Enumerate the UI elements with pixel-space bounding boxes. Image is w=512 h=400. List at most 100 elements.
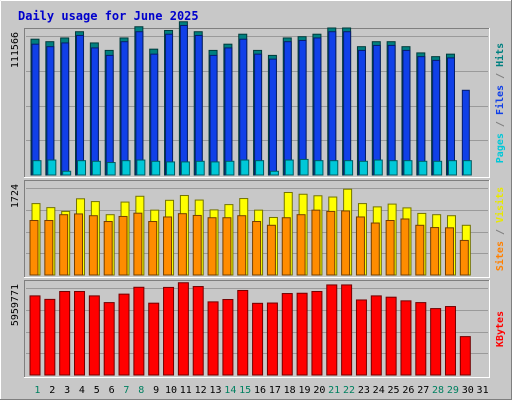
bar-hits-pages-day-8 (136, 159, 146, 176)
day-label-23: 23 (358, 385, 370, 396)
day-label-19: 19 (298, 385, 310, 396)
day-label-8: 8 (138, 385, 144, 396)
bar-visits-sites-day-24 (370, 222, 380, 276)
bar-hits-files-day-12 (194, 34, 203, 176)
bar-visits-sites-day-16 (252, 221, 262, 276)
bar-visits-sites-day-17 (266, 224, 276, 276)
bar-hits-files-day-20 (313, 37, 322, 176)
bar-hits-pages-day-11 (180, 161, 190, 176)
panel-hits: 111566 Pages / Files / Hits (10, 21, 506, 178)
bar-kbytes-kbytes-day-8 (133, 286, 145, 376)
bar-hits-pages-day-10 (166, 161, 176, 176)
bar-hits-files-day-8 (135, 31, 144, 176)
bar-hits-pages-day-5 (91, 160, 101, 176)
chart-title: Daily usage for June 2025 (18, 9, 199, 23)
bar-hits-files-day-25 (387, 44, 396, 176)
bar-kbytes-kbytes-day-7 (118, 293, 130, 376)
bar-visits-sites-day-22 (341, 210, 351, 276)
day-label-6: 6 (109, 385, 115, 396)
bar-hits-pages-day-29 (447, 160, 457, 176)
bar-visits-sites-day-28 (430, 227, 440, 276)
bar-visits-sites-day-15 (237, 215, 247, 276)
day-label-17: 17 (269, 385, 281, 396)
bar-hits-files-day-29 (446, 57, 455, 176)
day-label-1: 1 (34, 385, 40, 396)
panel-hits-legend-item: / (495, 115, 506, 133)
bar-hits-files-day-28 (432, 59, 441, 176)
bar-visits-sites-day-10 (163, 216, 173, 276)
day-label-10: 10 (165, 385, 177, 396)
day-label-16: 16 (254, 385, 266, 396)
bar-hits-pages-day-9 (151, 160, 161, 176)
bar-hits-files-day-15 (239, 38, 248, 176)
day-label-2: 2 (49, 385, 55, 396)
bar-kbytes-kbytes-day-18 (281, 293, 293, 376)
bar-hits-pages-day-28 (433, 160, 443, 176)
day-label-12: 12 (195, 385, 207, 396)
day-label-5: 5 (94, 385, 100, 396)
day-label-30: 30 (462, 385, 474, 396)
bar-hits-files-day-23 (357, 49, 366, 176)
bar-hits-pages-day-2 (47, 159, 57, 176)
panel-kbytes: 5959771 KBytes (10, 280, 506, 378)
day-axis: 1 2 3 4 5 6 7 8 9 10 11 12 13 14 15 16 17 18 19 20 21 22 23 24 2… (34, 385, 488, 396)
bar-visits-sites-day-11 (177, 213, 187, 276)
bar-hits-pages-day-14 (225, 160, 235, 176)
bar-hits-files-day-14 (224, 47, 233, 176)
bar-hits-pages-day-1 (32, 160, 42, 176)
bar-visits-sites-day-13 (207, 217, 217, 276)
bar-hits-pages-day-25 (388, 160, 398, 176)
bar-hits-pages-day-3 (62, 170, 72, 176)
bar-kbytes-kbytes-day-5 (88, 295, 100, 376)
bar-visits-sites-day-23 (355, 216, 365, 276)
day-label-14: 14 (224, 385, 236, 396)
bar-hits-pages-day-12 (195, 160, 205, 176)
chart-panels: 111566 Pages / Files / Hits 1724 Sites / Vi… (10, 21, 506, 378)
bar-hits-files-day-16 (254, 53, 263, 176)
bar-hits-pages-day-6 (106, 162, 116, 176)
bar-visits-sites-day-27 (415, 224, 425, 276)
bar-hits-files-day-6 (105, 54, 114, 176)
day-label-4: 4 (79, 385, 85, 396)
bar-kbytes-kbytes-day-10 (163, 286, 175, 376)
bar-kbytes-kbytes-day-17 (266, 302, 278, 376)
day-label-25: 25 (388, 385, 400, 396)
bar-kbytes-kbytes-day-22 (341, 284, 353, 376)
bar-kbytes-kbytes-day-9 (148, 302, 160, 376)
bar-visits-sites-day-9 (148, 221, 158, 276)
bar-hits-files-day-18 (283, 41, 292, 176)
bar-visits-sites-day-19 (296, 214, 306, 276)
bar-kbytes-kbytes-day-20 (311, 291, 323, 376)
bar-visits-sites-day-25 (385, 219, 395, 276)
panel-hits-legend-item: Hits (494, 43, 506, 67)
bar-visits-sites-day-8 (133, 212, 143, 276)
bar-hits-pages-day-21 (329, 160, 339, 176)
bar-visits-sites-day-30 (459, 239, 469, 276)
bar-hits-files-day-21 (328, 31, 337, 176)
bar-kbytes-kbytes-day-14 (222, 299, 234, 376)
day-label-22: 22 (343, 385, 355, 396)
bar-hits-files-day-19 (298, 39, 307, 176)
bar-kbytes-kbytes-day-23 (355, 299, 367, 376)
panel-visits: 1724 Sites / Visits (10, 180, 506, 278)
bar-hits-files-day-24 (372, 44, 381, 176)
bar-hits-files-day-3 (61, 42, 70, 176)
panel-kbytes-max-label: 5959771 (10, 284, 21, 326)
day-label-26: 26 (402, 385, 414, 396)
day-label-7: 7 (123, 385, 129, 396)
bar-kbytes-kbytes-day-30 (459, 336, 471, 376)
panel-hits-legend-item: Pages (495, 133, 506, 163)
bar-kbytes-kbytes-day-25 (385, 296, 397, 376)
bar-visits-sites-day-4 (74, 213, 84, 276)
bar-hits-pages-day-16 (255, 160, 265, 176)
bar-kbytes-kbytes-day-2 (44, 298, 56, 376)
day-label-20: 20 (313, 385, 325, 396)
bar-visits-sites-day-6 (103, 221, 113, 276)
panel-visits-max-label: 1724 (10, 184, 21, 208)
day-label-31: 31 (477, 385, 489, 396)
day-label-27: 27 (417, 385, 429, 396)
bar-visits-sites-day-2 (44, 219, 54, 276)
panel-hits-legend: Pages / Files / Hits (494, 43, 506, 163)
bar-hits-files-day-17 (268, 58, 277, 176)
